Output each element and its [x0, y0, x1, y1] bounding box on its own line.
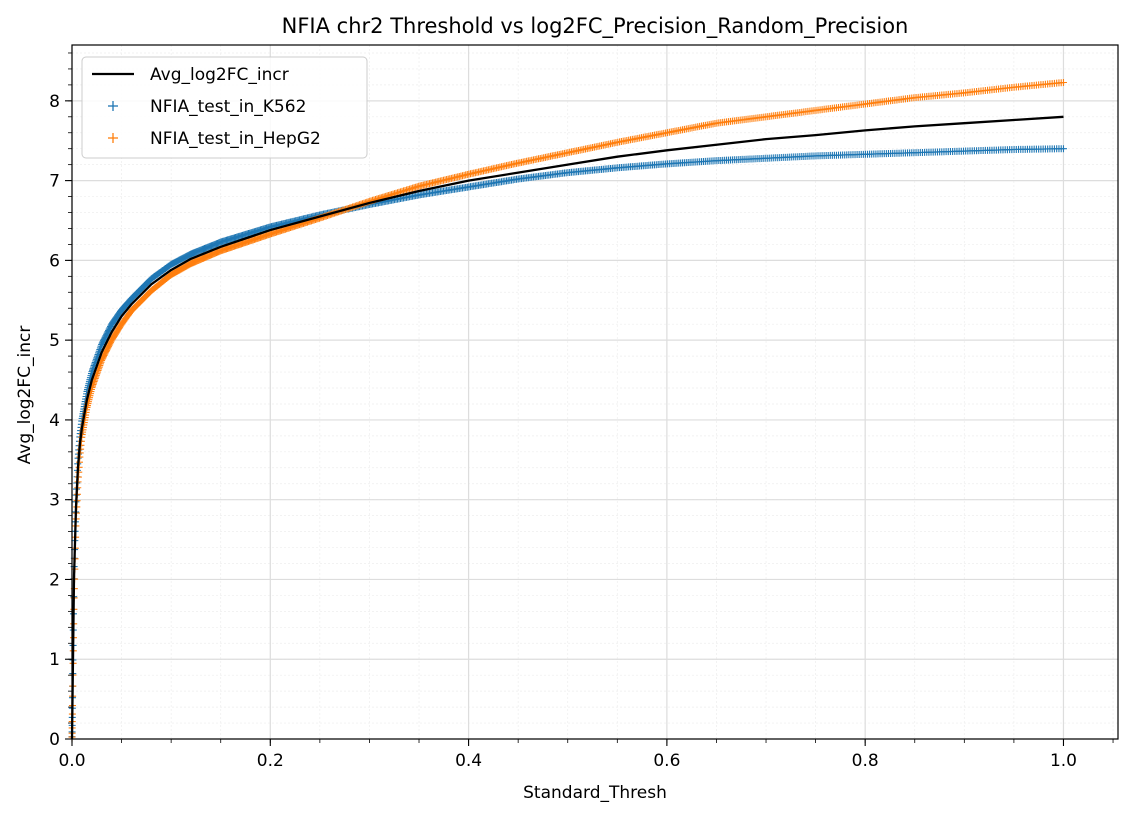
- y-tick-label: 7: [49, 172, 60, 192]
- axis-ticks: [65, 52, 1114, 746]
- y-axis-label: Avg_log2FC_incr: [15, 326, 35, 465]
- x-tick-label: 1.0: [1050, 751, 1077, 771]
- x-tick-label: 0.6: [653, 751, 680, 771]
- legend-marker-hepg2: [108, 133, 118, 143]
- x-axis-label: Standard_Thresh: [523, 783, 667, 803]
- x-tick-label: 0.0: [58, 751, 85, 771]
- y-tick-label: 0: [49, 730, 60, 750]
- y-tick-label: 5: [49, 331, 60, 351]
- legend-label-k562: NFIA_test_in_K562: [150, 97, 306, 117]
- plot-frame: [71, 44, 1119, 740]
- major-grid: [71, 45, 1118, 740]
- y-tick-label: 8: [49, 92, 60, 112]
- data-point: [1059, 145, 1067, 153]
- plot-series: [68, 78, 1067, 743]
- legend-label-hepg2: NFIA_test_in_HepG2: [150, 129, 321, 149]
- legend-box: [81, 56, 368, 159]
- y-tick-label: 6: [49, 251, 60, 271]
- y-tick-label: 4: [49, 411, 60, 431]
- y-tick-label: 1: [49, 650, 60, 670]
- legend: Avg_log2FC_incr NFIA_test_in_K562 NFIA_t…: [81, 56, 368, 159]
- series-line-0: [70, 115, 1064, 740]
- legend-marker-k562: [108, 101, 118, 111]
- x-tick-label: 0.2: [257, 751, 284, 771]
- legend-label-avg: Avg_log2FC_incr: [150, 65, 289, 85]
- data-point: [1059, 78, 1067, 86]
- chart-title: NFIA chr2 Threshold vs log2FC_Precision_…: [282, 14, 909, 39]
- data-point: [97, 342, 105, 350]
- axis-tick-labels: 0.0 0.2 0.4 0.6 0.8 1.0 0 1 2 3 4 5 6 7 8: [49, 92, 1077, 771]
- y-tick-label: 3: [49, 491, 60, 511]
- x-tick-label: 0.4: [455, 751, 482, 771]
- x-tick-label: 0.8: [852, 751, 879, 771]
- y-tick-label: 2: [49, 570, 60, 590]
